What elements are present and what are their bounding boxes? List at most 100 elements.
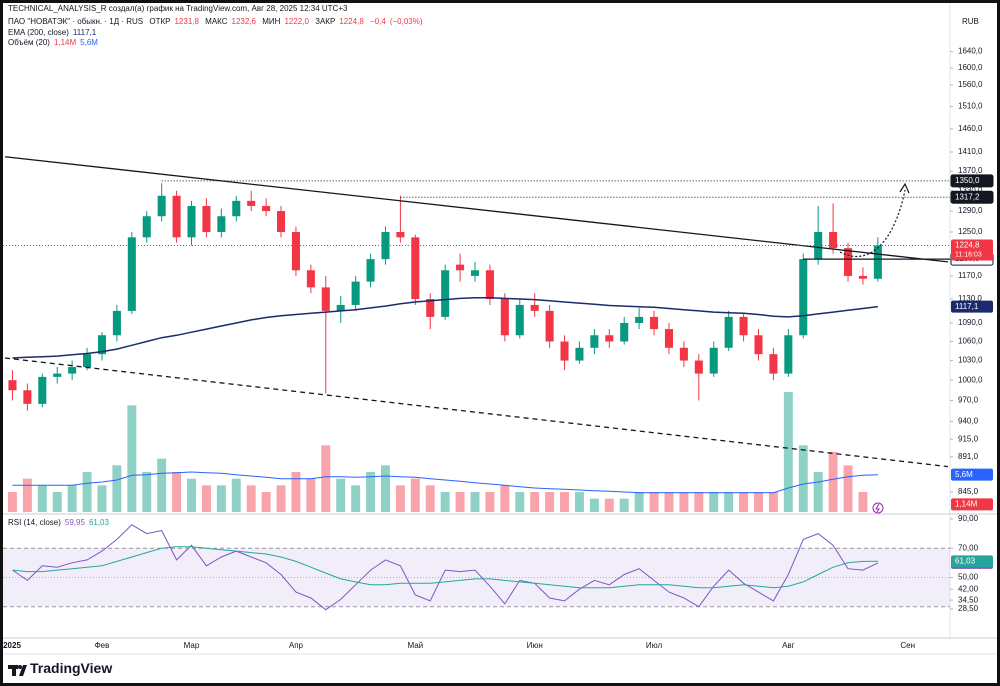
candle-body	[724, 316, 733, 348]
trendline	[4, 156, 949, 263]
volume-bar	[545, 492, 555, 512]
volume-bar	[37, 485, 47, 512]
candle-body	[829, 231, 838, 249]
rsi-y-tick-label: 90,00	[958, 514, 979, 523]
candle-body	[635, 316, 644, 323]
candle-body	[217, 216, 226, 232]
event-icon[interactable]	[872, 502, 884, 514]
volume-bar	[455, 492, 465, 512]
ohlc-name: МИН	[262, 17, 281, 26]
volume-bar	[619, 498, 629, 512]
volume-bar	[828, 452, 838, 512]
candle-body	[679, 347, 688, 361]
candle-body	[560, 341, 569, 361]
x-tick-label: Авг	[782, 641, 795, 650]
volume-bar	[574, 492, 584, 512]
projection-arrowhead	[899, 182, 910, 194]
rsi-line	[12, 524, 879, 611]
candle-body	[262, 205, 271, 212]
volume-ma-line	[12, 471, 878, 494]
volume-bar	[187, 478, 196, 512]
volume-bar	[351, 485, 361, 512]
candle-body	[53, 373, 62, 377]
candle-body	[441, 270, 450, 317]
ema-name: EMA (200, close)	[8, 28, 69, 37]
volume-bar	[515, 492, 525, 512]
level-tag-box	[950, 190, 994, 204]
volume-bar	[739, 492, 749, 512]
candle-body	[157, 195, 166, 217]
change-pct: (−0,03%)	[389, 17, 423, 26]
candle-body	[620, 322, 629, 342]
y-tick-label: 915,0	[958, 434, 979, 443]
rsi-y-tick-label: 42,00	[958, 584, 979, 593]
volume-bar	[485, 492, 495, 512]
volume-bar	[381, 465, 390, 512]
y-tick-label: 1410,0	[958, 147, 983, 156]
ohlc-name: ЗАКР	[315, 17, 336, 26]
candle-body	[277, 211, 286, 232]
volume-bar	[261, 492, 271, 512]
x-tick-label: 2025	[3, 641, 21, 650]
y-tick-label: 1330,0	[958, 186, 983, 195]
candle-body	[873, 245, 882, 279]
volume-bar	[82, 472, 92, 512]
candle-body	[23, 390, 32, 404]
volume-bar	[52, 492, 62, 512]
volume-bar	[783, 392, 793, 512]
countdown: 11:16:03	[955, 251, 982, 258]
credit: TECHNICAL_ANALYSIS_R создал(а) график на…	[8, 4, 348, 13]
ohlc-value: 1224,8	[339, 17, 364, 26]
candle-body	[291, 231, 300, 271]
candle-body	[351, 281, 360, 305]
candle-body	[97, 335, 107, 355]
change: −0,4	[370, 17, 386, 26]
volume-bar	[798, 445, 808, 512]
candle-body	[8, 380, 17, 391]
rsi-y-tick-label: 70,00	[958, 543, 979, 552]
ohlc-value: 1232,6	[231, 17, 256, 26]
volume-bar	[127, 405, 137, 512]
candle-body	[336, 304, 345, 311]
y-tick-label: 1600,0	[958, 63, 983, 72]
candle-body	[127, 237, 136, 311]
main-legend: ПАО "НОВАТЭК" · обыкн. · 1Д · RUS ОТКР 12…	[8, 17, 427, 27]
volume-bar	[724, 492, 734, 512]
brand-logo	[8, 665, 27, 676]
volume-bar	[694, 492, 704, 512]
volume-value: 1,14M	[53, 38, 77, 47]
event-icon-bolt	[875, 503, 880, 513]
volume-bar	[366, 472, 376, 512]
volume-bar	[649, 492, 659, 512]
candle-body	[858, 275, 867, 279]
candle-body	[172, 195, 181, 238]
volume-bar	[97, 485, 107, 512]
y-tick-label: 891,0	[958, 452, 979, 461]
volume-bar	[425, 485, 435, 512]
candle-body	[112, 310, 121, 336]
volume-bar	[634, 492, 644, 512]
volume-bar	[679, 492, 689, 512]
candle-body	[769, 354, 778, 374]
candle-body	[366, 259, 375, 282]
x-tick-label: Июн	[527, 641, 543, 650]
volume-bar	[768, 492, 778, 512]
y-tick-label: 1060,0	[958, 337, 983, 346]
volume-ma-tag-box	[951, 468, 993, 481]
volume-bar	[410, 478, 420, 512]
logo-part	[19, 665, 27, 676]
candle-body	[381, 231, 390, 260]
candle-body	[784, 335, 793, 374]
candle-body	[456, 264, 465, 271]
currency: RUB	[962, 17, 979, 26]
y-tick-label: 1510,0	[958, 102, 983, 111]
last-price-tag-box	[951, 239, 993, 261]
y-tick-label: 1030,0	[958, 356, 983, 365]
candle-body	[83, 354, 92, 368]
volume-bar	[216, 485, 226, 512]
ema-value: 1117,1	[72, 28, 97, 37]
y-tick-label: 1460,0	[958, 124, 983, 133]
candle-body	[814, 231, 823, 260]
candle-body	[754, 335, 763, 355]
ohlc-value: 1222,0	[284, 17, 309, 26]
